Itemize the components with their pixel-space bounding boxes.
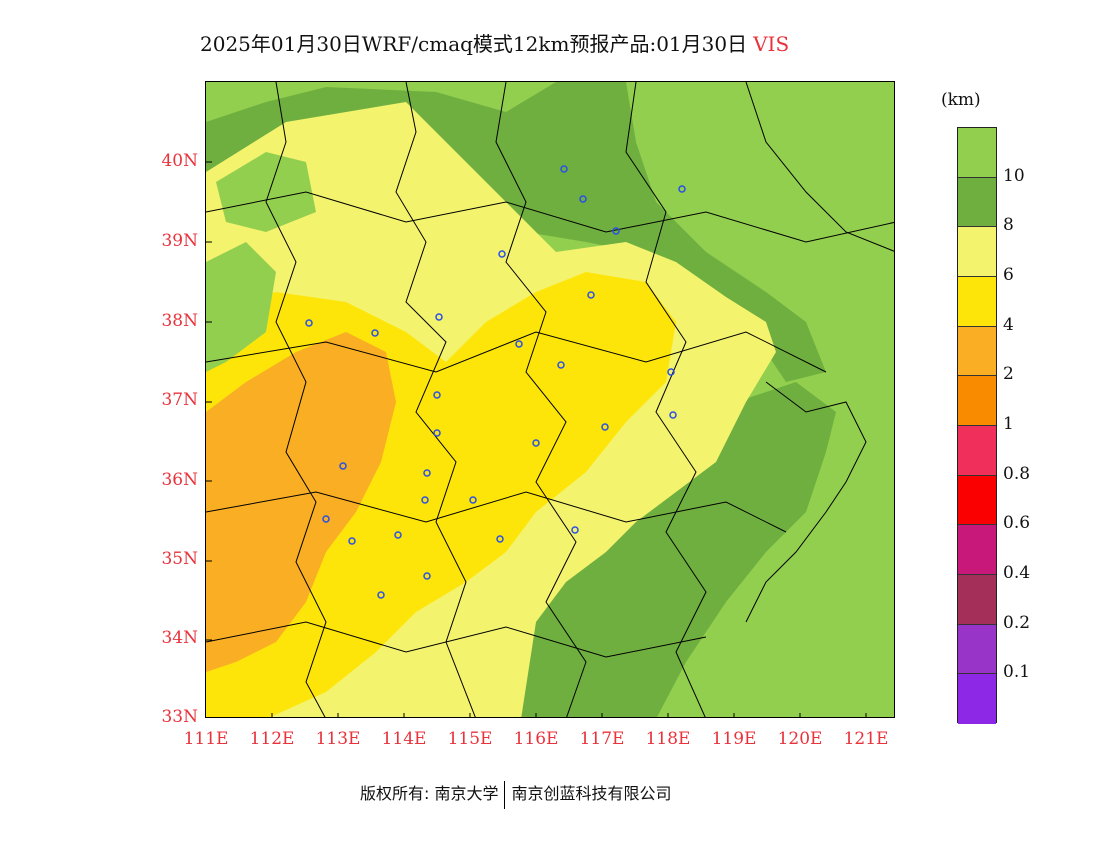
footer-separator (504, 780, 506, 809)
colorbar-segment (958, 525, 996, 575)
lon-label-120e: 120E (777, 729, 823, 749)
colorbar-tick-label: 4 (1003, 314, 1014, 335)
lat-label-37n: 37N (161, 390, 198, 410)
colorbar-tick-label: 2 (1003, 364, 1014, 385)
chart-title: 2025年01月30日WRF/cmaq模式12km预报产品:01月30日 VIS (200, 28, 900, 57)
lon-label-115e: 115E (447, 729, 493, 749)
lon-label-111e: 111E (183, 729, 229, 749)
lon-label-114e: 114E (381, 729, 427, 749)
lon-label-118e: 118E (645, 729, 691, 749)
axis-ticks (206, 161, 867, 717)
lat-label-36n: 36N (161, 470, 198, 490)
lat-label-33n: 33N (161, 707, 198, 727)
lon-label-119e: 119E (711, 729, 757, 749)
lat-label-39n: 39N (161, 231, 198, 251)
lon-label-121e: 121E (843, 729, 889, 749)
zone-8to10-southeast (506, 382, 836, 717)
title-variable: VIS (753, 32, 790, 56)
colorbar-segment (958, 574, 996, 625)
zone-2to4 (206, 332, 396, 672)
colorbar-tick-label: 0.8 (1003, 463, 1031, 484)
lat-label-34n: 34N (161, 628, 198, 648)
copyright-left: 版权所有: 南京大学 (360, 784, 499, 803)
colorbar-tick-label: 1 (1003, 414, 1014, 434)
visibility-map (205, 81, 895, 718)
colorbar-segment (958, 128, 996, 178)
colorbar-tick-label: 6 (1003, 265, 1014, 285)
colorbar-tick-label: 8 (1003, 215, 1014, 236)
colorbar-segment (958, 674, 996, 724)
colorbar-segment (958, 326, 996, 377)
lon-label-113e: 113E (315, 729, 361, 749)
zone-over-10km-west (206, 242, 276, 372)
colorbar-tick-label: 0.6 (1003, 513, 1031, 534)
lat-label-40n: 40N (161, 151, 198, 171)
colorbar-segment (958, 177, 996, 228)
title-text: 2025年01月30日WRF/cmaq模式12km预报产品:01月30日 (200, 32, 748, 56)
colorbar-segment (958, 425, 996, 476)
colorbar-tick-label: 0.2 (1003, 612, 1031, 633)
lon-label-112e: 112E (249, 729, 295, 749)
zone-over-10km-nw (216, 152, 316, 232)
colorbar-segment (958, 376, 996, 426)
copyright-right: 南京创蓝科技有限公司 (511, 784, 672, 803)
colorbar-unit: (km) (941, 90, 981, 110)
colorbar-tick-label: 0.1 (1003, 662, 1031, 683)
colorbar (957, 127, 997, 724)
colorbar-segment (958, 227, 996, 277)
colorbar-segment (958, 475, 996, 526)
copyright-footer: 版权所有: 南京大学 南京创蓝科技有限公司 (360, 780, 672, 809)
lon-label-116e: 116E (513, 729, 559, 749)
city-markers (305, 165, 686, 599)
colorbar-segment (958, 276, 996, 327)
lon-label-117e: 117E (579, 729, 625, 749)
colorbar-segment (958, 624, 996, 675)
colorbar-tick-label: 10 (1003, 165, 1025, 186)
province-borders (206, 82, 894, 717)
map-svg (206, 82, 894, 717)
lat-label-38n: 38N (161, 311, 198, 331)
lat-label-35n: 35N (161, 549, 198, 569)
colorbar-tick-label: 0.4 (1003, 563, 1031, 583)
